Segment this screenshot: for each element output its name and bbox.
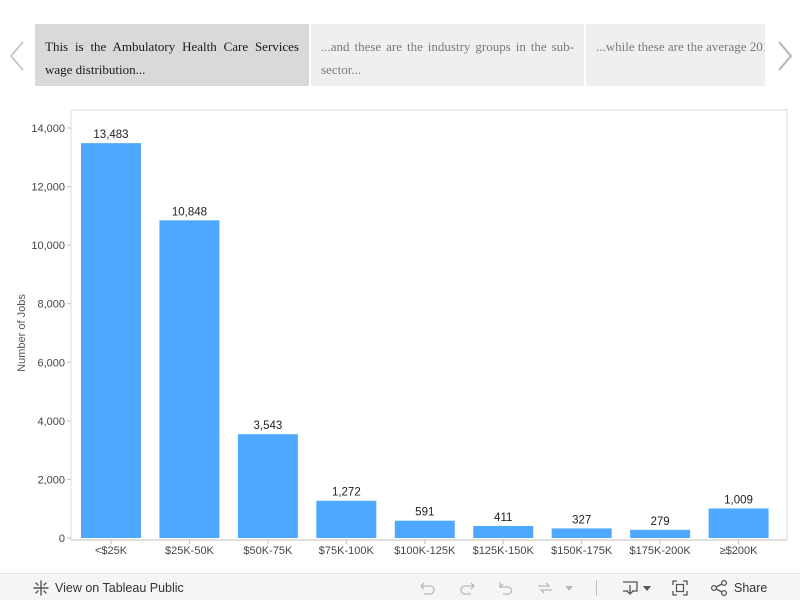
toolbar-divider [596, 580, 597, 596]
story-point-2[interactable]: ...and these are the industry groups in … [311, 24, 584, 86]
bar-chart: 0 2,000 4,000 6,000 8,000 10,000 12,000 14,000 N… [16, 109, 788, 557]
x-tick-label: $25K-50K [165, 545, 215, 557]
x-tick-label: <$25K [95, 545, 128, 557]
view-on-tableau-public-link[interactable]: View on Tableau Public [32, 574, 184, 600]
tableau-logo-icon [33, 579, 49, 596]
undo-icon [420, 582, 435, 595]
x-tick-label: ≥$200K [720, 545, 759, 557]
refresh-options-dropdown[interactable] [564, 574, 574, 600]
y-tick-label: 6,000 [37, 357, 65, 369]
revert-icon [499, 581, 513, 595]
x-tick-label: $175K-200K [630, 545, 692, 557]
download-button[interactable] [620, 574, 652, 600]
bar-value-label: 411 [494, 512, 512, 524]
x-tick-label: $50K-75K [243, 545, 293, 557]
x-tick-label: $125K-150K [473, 545, 535, 557]
y-tick-label: 4,000 [37, 416, 65, 428]
bar-5 [394, 520, 455, 538]
refresh-icon [538, 582, 552, 593]
caret-down-icon [565, 585, 573, 591]
story-point-1[interactable]: This is the Ambulatory Health Care Servi… [35, 24, 309, 86]
x-tick-label: $150K-175K [551, 545, 613, 557]
refresh-button[interactable] [535, 574, 555, 600]
download-icon [623, 580, 638, 595]
chevron-left-icon [9, 41, 24, 71]
fullscreen-icon [672, 579, 688, 596]
x-tick-label: $100K-125K [394, 545, 456, 557]
x-tick-label: $75K-100K [319, 545, 375, 557]
bar-value-label: 10,848 [172, 206, 207, 218]
redo-button[interactable] [457, 574, 477, 600]
share-icon [710, 579, 728, 596]
wage-distribution-chart: 0 2,000 4,000 6,000 8,000 10,000 12,000 14,000 N… [0, 108, 800, 568]
bar-value-label: 3,543 [253, 420, 282, 432]
y-tick-label: 12,000 [31, 182, 65, 194]
undo-button[interactable] [418, 574, 438, 600]
next-story-point-button[interactable] [770, 34, 798, 78]
y-tick-label: 14,000 [31, 123, 65, 135]
bar-value-label: 279 [651, 516, 670, 528]
redo-icon [460, 582, 475, 595]
y-tick-label: 8,000 [37, 299, 65, 311]
bar-3 [237, 434, 298, 538]
share-button[interactable]: Share [709, 574, 767, 600]
story-navigator: This is the Ambulatory Health Care Servi… [35, 24, 765, 86]
bar-6 [473, 525, 534, 538]
bar-value-label: 591 [415, 507, 434, 519]
chevron-right-icon [778, 41, 793, 71]
previous-story-point-button[interactable] [4, 34, 32, 78]
revert-button[interactable] [496, 574, 516, 600]
tableau-toolbar: View on Tableau Public [0, 573, 800, 600]
bar-value-label: 1,009 [724, 494, 753, 506]
caret-down-icon [643, 585, 651, 591]
bar-2 [159, 220, 220, 538]
view-on-tableau-public-label: View on Tableau Public [55, 580, 184, 595]
bar-value-label: 1,272 [332, 487, 361, 499]
y-tick-label: 0 [59, 533, 65, 545]
y-tick-label: 10,000 [31, 240, 65, 252]
y-axis-title: Number of Jobs [16, 294, 28, 372]
story-point-3[interactable]: ...while these are the average 2016 wage… [586, 24, 765, 86]
y-tick-label: 2,000 [37, 474, 65, 486]
bar-7 [551, 528, 612, 538]
bar-1 [81, 143, 141, 538]
bar-8 [630, 529, 691, 538]
bar-9 [708, 508, 769, 538]
share-label: Share [734, 580, 768, 595]
bar-value-label: 327 [572, 514, 591, 526]
fullscreen-button[interactable] [670, 574, 690, 600]
bar-4 [316, 500, 377, 538]
bar-value-label: 13,483 [93, 129, 128, 141]
